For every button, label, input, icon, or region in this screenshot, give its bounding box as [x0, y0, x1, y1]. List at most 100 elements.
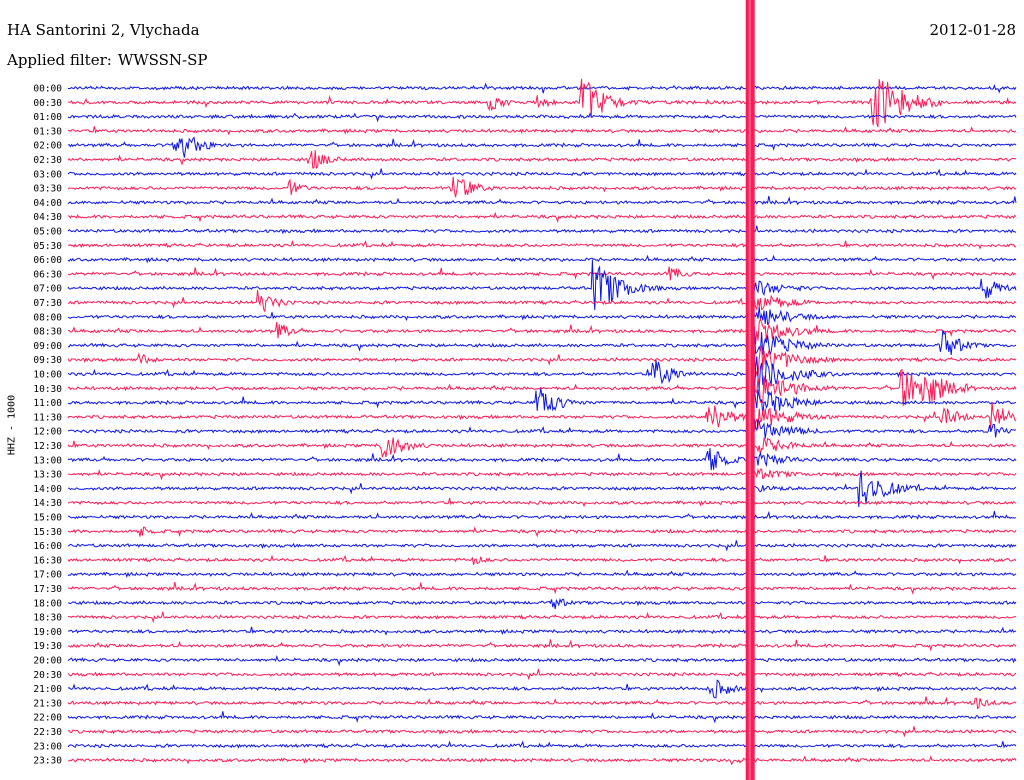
trace-line: [67, 168, 1017, 180]
row-time-label: 01:00: [33, 112, 62, 123]
filter-label: Applied filter:: [7, 51, 112, 69]
filter-line: Applied filter: WWSSN-SP: [7, 51, 208, 69]
row-time-label: 13:00: [33, 455, 62, 466]
trace-line: [68, 510, 1017, 520]
trace-line: [67, 303, 1017, 326]
trace-line: [67, 176, 1017, 198]
row-time-label: 22:00: [33, 713, 62, 724]
filter-value: WWSSN-SP: [117, 51, 208, 69]
trace-line: [67, 254, 1017, 264]
trace-line: [67, 654, 1017, 667]
trace-line: [67, 330, 1017, 362]
trace-line: [67, 289, 1017, 313]
row-time-label: 05:30: [33, 241, 62, 252]
row-time-label: 12:00: [33, 427, 62, 438]
trace-line: [67, 341, 1017, 378]
trace-line: [67, 554, 1017, 565]
trace-line: [67, 240, 1017, 250]
row-time-label: 18:30: [33, 613, 62, 624]
row-time-label: 19:30: [33, 641, 62, 652]
row-time-label: 00:30: [33, 98, 62, 109]
row-time-label: 09:00: [33, 341, 62, 352]
trace-line: [67, 696, 1017, 710]
trace-line: [67, 388, 1017, 419]
row-time-label: 17:00: [33, 570, 62, 581]
trace-line: [67, 569, 1017, 578]
trace-line: [67, 317, 1017, 346]
row-time-label: 14:30: [33, 498, 62, 509]
trace-line: [67, 668, 1017, 681]
trace-line: [67, 368, 1017, 407]
row-time-label: 07:30: [33, 298, 62, 309]
trace-line: [67, 150, 1017, 170]
row-time-label: 16:00: [33, 541, 62, 552]
major-event-band: [745, 0, 755, 780]
trace-line: [67, 82, 1017, 94]
row-time-label: 11:00: [33, 398, 62, 409]
trace-line: [68, 639, 1017, 652]
trace-line: [67, 467, 1017, 481]
row-time-label: 18:00: [33, 598, 62, 609]
trace-line: [67, 78, 1017, 128]
trace-line: [67, 195, 1017, 206]
row-time-label: 10:00: [33, 370, 62, 381]
row-time-label: 23:30: [33, 756, 62, 767]
trace-line: [67, 401, 1017, 432]
trace-line: [67, 526, 1017, 538]
row-time-label: 08:30: [33, 327, 62, 338]
row-time-label: 04:00: [33, 198, 62, 209]
row-time-label: 19:00: [33, 627, 62, 638]
row-time-label: 13:30: [33, 470, 62, 481]
row-time-label: 10:30: [33, 384, 62, 395]
row-time-label: 21:00: [33, 684, 62, 695]
trace-line: [67, 448, 1017, 471]
trace-line: [67, 740, 1017, 749]
trace-line: [67, 611, 1017, 624]
trace-line: [67, 436, 1017, 458]
trace-line: [67, 211, 1017, 223]
row-time-label: 14:00: [33, 484, 62, 495]
row-time-label: 05:00: [33, 227, 62, 238]
row-time-label: 15:00: [33, 513, 62, 524]
trace-line: [67, 356, 1017, 393]
trace-line: [67, 497, 1017, 508]
trace-line: [67, 626, 1017, 636]
major-event-core: [748, 0, 751, 780]
row-time-label: 15:30: [33, 527, 62, 538]
trace-line: [67, 597, 1017, 610]
row-time-label: 01:30: [33, 126, 62, 137]
row-time-label: 21:30: [33, 698, 62, 709]
row-time-label: 20:00: [33, 656, 62, 667]
row-time-label: 20:30: [33, 670, 62, 681]
row-time-label: 12:30: [33, 441, 62, 452]
row-time-label: 08:00: [33, 312, 62, 323]
row-time-label: 09:30: [33, 355, 62, 366]
row-time-label: 02:30: [33, 155, 62, 166]
row-time-label: 03:00: [33, 169, 62, 180]
trace-line: [67, 136, 1017, 158]
trace-line: [67, 726, 1017, 738]
trace-line: [67, 259, 1017, 311]
row-time-label: 03:30: [33, 184, 62, 195]
trace-line: [67, 540, 1017, 552]
row-time-label: 22:30: [33, 727, 62, 738]
trace-line: [67, 112, 1017, 123]
trace-line: [67, 581, 1017, 595]
trace-line: [67, 266, 1017, 281]
row-time-label: 00:00: [33, 84, 62, 95]
row-time-label: 16:30: [33, 555, 62, 566]
row-time-label: 23:00: [33, 741, 62, 752]
row-time-label: 06:00: [33, 255, 62, 266]
row-time-label: 04:30: [33, 212, 62, 223]
trace-line: [67, 711, 1017, 724]
trace-line: [67, 755, 1017, 766]
row-time-label: 11:30: [33, 412, 62, 423]
trace-line: [67, 418, 1017, 439]
row-time-label: 06:30: [33, 269, 62, 280]
row-time-label: 07:00: [33, 284, 62, 295]
trace-line: [67, 679, 1017, 699]
date-label: 2012-01-28: [929, 21, 1016, 39]
row-time-label: 17:30: [33, 584, 62, 595]
